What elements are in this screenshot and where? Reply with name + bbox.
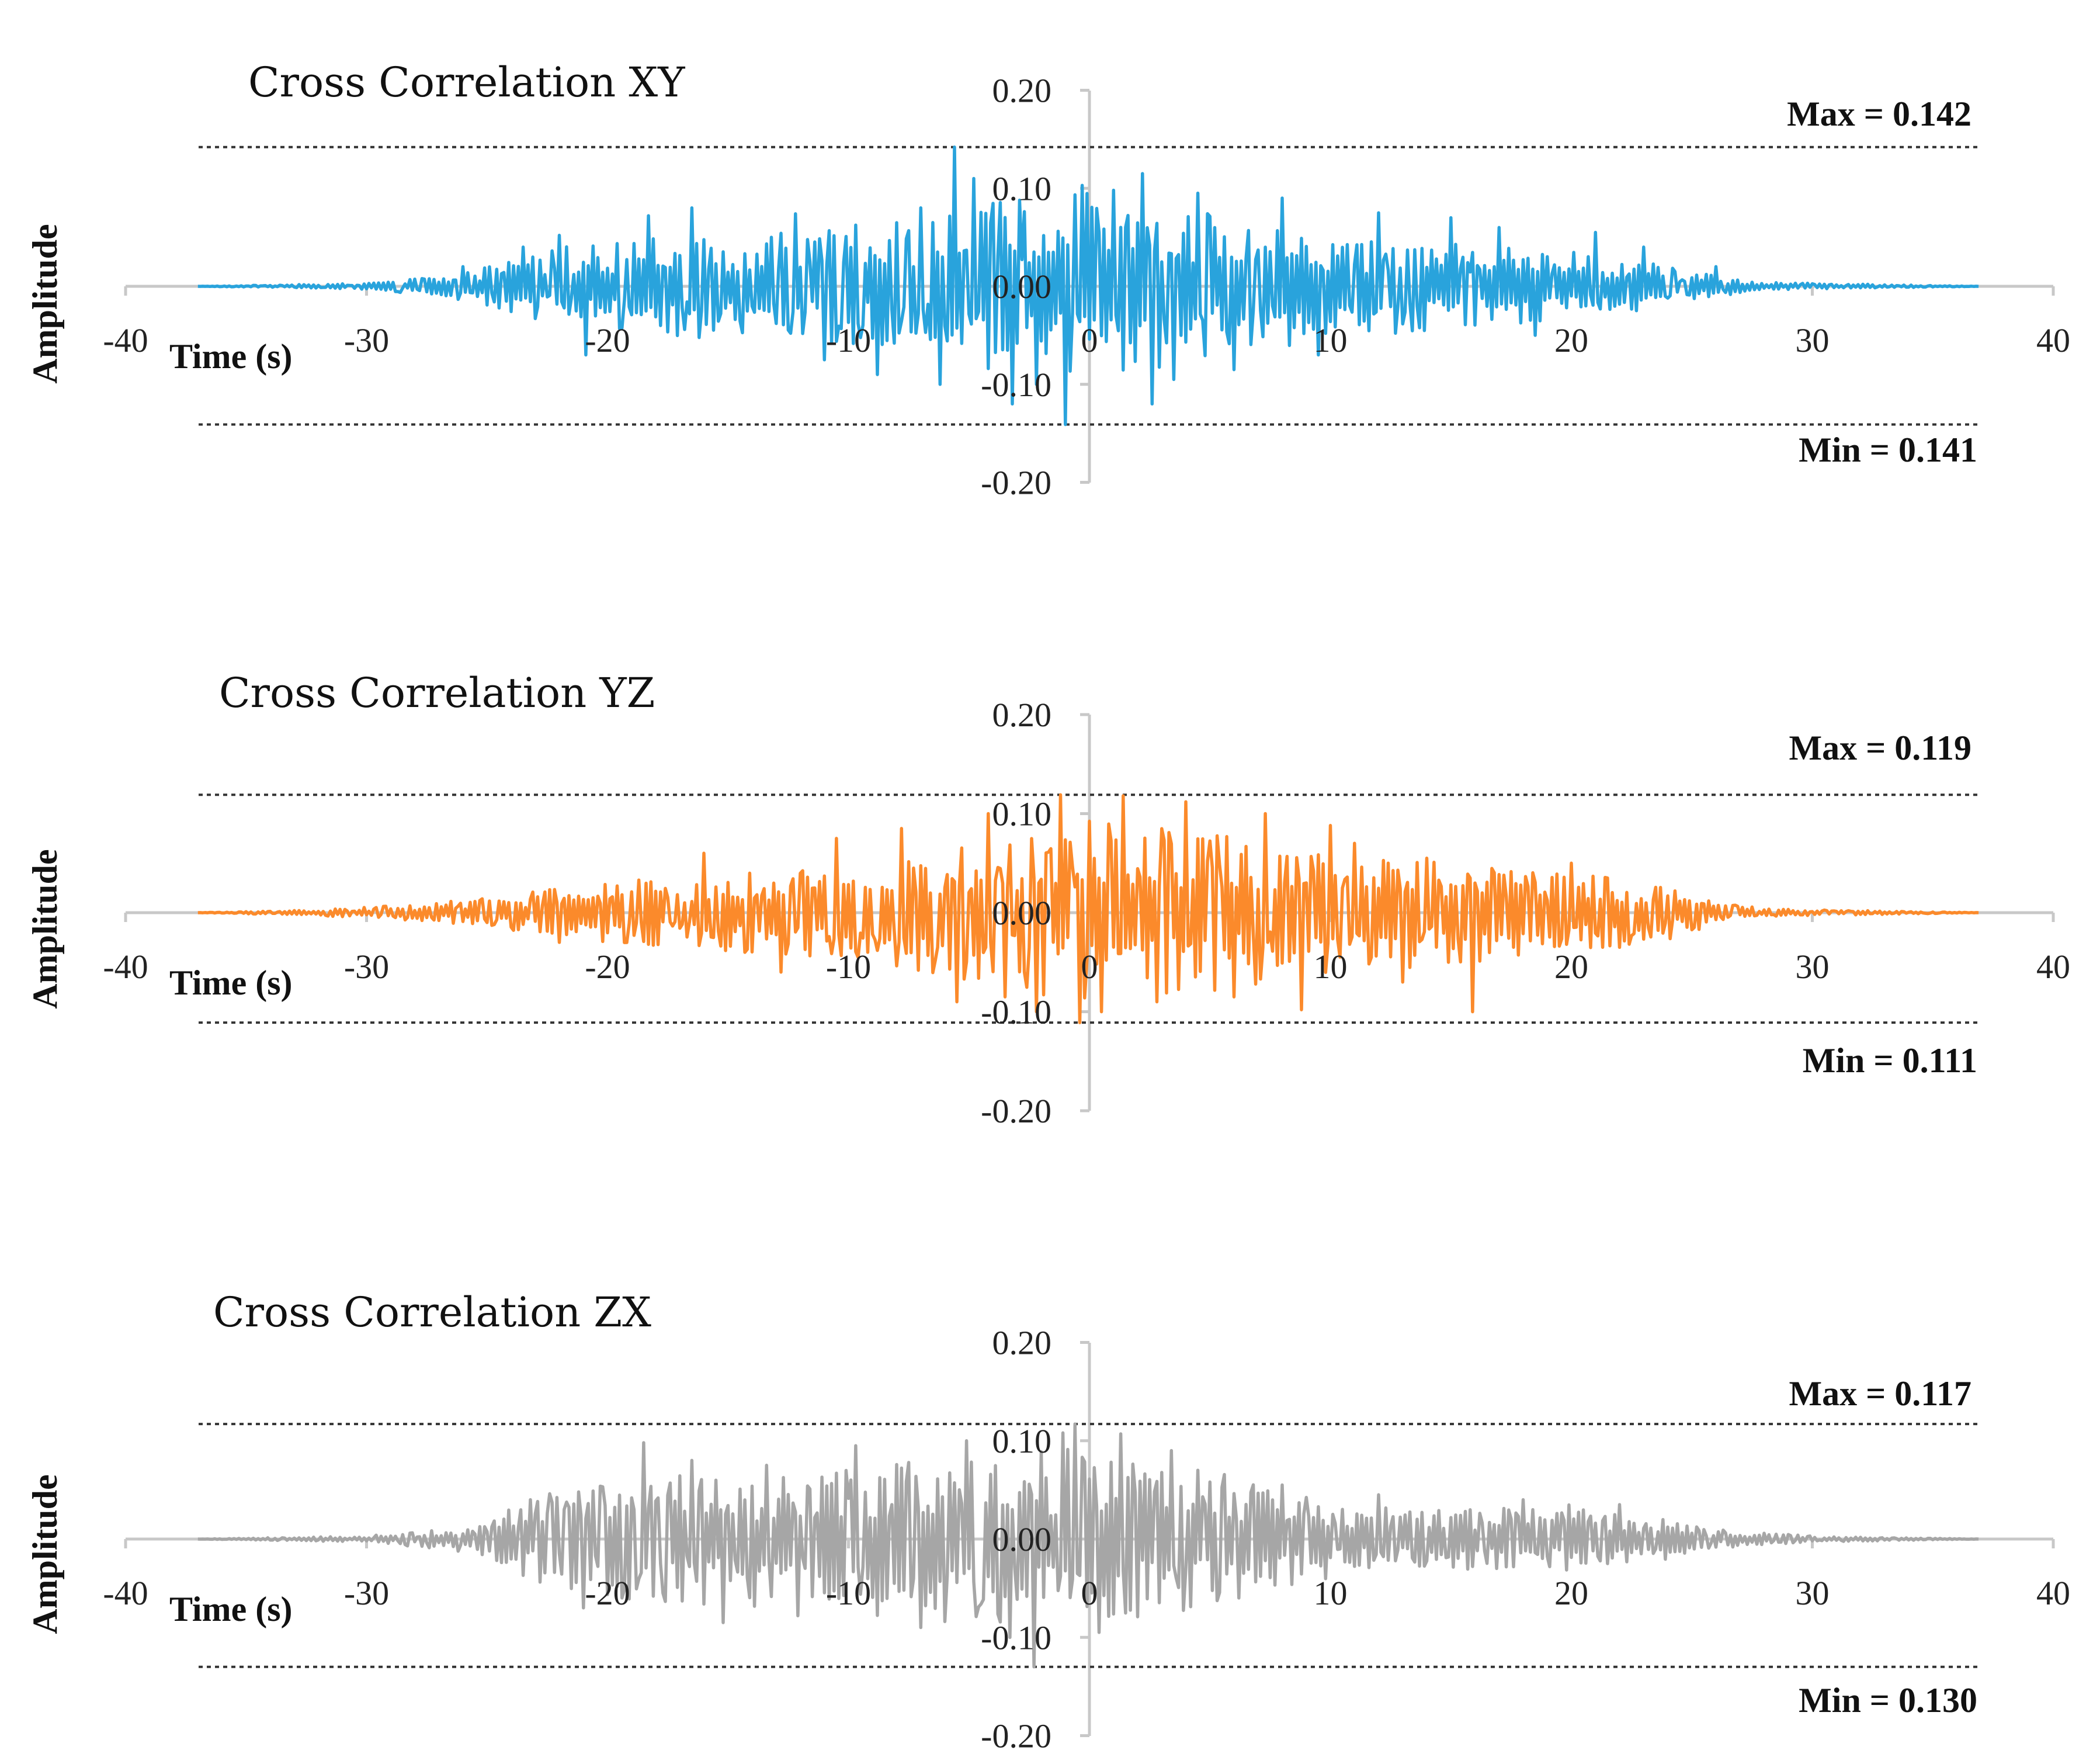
x-tick-label: 40 [2036, 1574, 2070, 1612]
x-tick-label: -20 [585, 1574, 630, 1612]
x-tick-label: -40 [103, 1574, 148, 1612]
chart-panel-2: Cross Correlation YZ -40 -30 -20 -10 0 10 20 30 4… [26, 669, 2070, 1130]
x-tick-label: 20 [1554, 948, 1588, 986]
max-annotation: Max = 0.142 [1787, 95, 1971, 133]
y-tick-label: 0.20 [992, 72, 1052, 110]
x-tick-label: 0 [1081, 1574, 1098, 1612]
x-axis-label: Time (s) [169, 964, 293, 1002]
y-tick-label: 0.20 [992, 696, 1052, 734]
y-tick-label: 0.10 [992, 795, 1052, 833]
y-tick-label: 0.00 [992, 894, 1052, 932]
x-tick-label: 0 [1081, 948, 1098, 986]
y-tick-label: 0.00 [992, 1520, 1052, 1558]
x-tick-label: -10 [826, 948, 871, 986]
y-tick-label: 0.10 [992, 169, 1052, 207]
x-tick-label: 10 [1314, 1574, 1348, 1612]
x-tick-label: -40 [103, 321, 148, 359]
x-tick-label: 10 [1314, 948, 1348, 986]
x-tick-label: 20 [1554, 321, 1588, 359]
x-tick-label: 30 [1796, 948, 1830, 986]
x-axis-label: Time (s) [169, 337, 293, 376]
x-tick-label: -30 [344, 1574, 389, 1612]
series-line [197, 793, 1979, 1024]
min-annotation: Min = 0.141 [1799, 431, 1977, 469]
min-annotation: Min = 0.130 [1799, 1681, 1977, 1720]
min-annotation: Min = 0.111 [1803, 1041, 1977, 1080]
x-tick-label: 20 [1554, 1574, 1588, 1612]
x-tick-label: -10 [826, 321, 871, 359]
x-tick-label: -40 [103, 948, 148, 986]
x-tick-label: 0 [1081, 321, 1098, 359]
y-tick-label: -0.10 [981, 993, 1051, 1031]
y-tick-label: -0.20 [981, 464, 1051, 502]
x-tick-label: -10 [826, 1574, 871, 1612]
y-axis-label: Amplitude [26, 1474, 64, 1634]
y-tick-label: 0.00 [992, 268, 1052, 306]
x-tick-label: 40 [2036, 321, 2070, 359]
series-line [197, 1422, 1979, 1669]
x-tick-label: 10 [1314, 321, 1348, 359]
chart-title: Cross Correlation YZ [219, 669, 655, 717]
max-annotation: Max = 0.117 [1789, 1374, 1971, 1413]
chart-panel-1: Cross Correlation XY -40 -30 -20 -10 0 10 20 30 4… [26, 58, 2070, 502]
x-tick-label: -30 [344, 948, 389, 986]
chart-title: Cross Correlation XY [248, 58, 685, 106]
series-line [197, 145, 1979, 427]
y-tick-label: -0.20 [981, 1092, 1051, 1130]
y-axis-label: Amplitude [26, 849, 64, 1009]
max-annotation: Max = 0.119 [1789, 729, 1971, 767]
x-tick-label: 40 [2036, 948, 2070, 986]
chart-title: Cross Correlation ZX [213, 1288, 651, 1336]
y-tick-label: -0.10 [981, 366, 1051, 404]
y-tick-label: -0.10 [981, 1619, 1051, 1656]
x-tick-label: -20 [585, 321, 630, 359]
y-tick-label: -0.20 [981, 1717, 1051, 1755]
y-axis-label: Amplitude [26, 224, 64, 383]
x-tick-label: 30 [1796, 1574, 1830, 1612]
x-axis-label: Time (s) [169, 1590, 293, 1628]
x-tick-label: -30 [344, 321, 389, 359]
chart-panel-3: Cross Correlation ZX -40 -30 -20 -10 0 10 20 30 4… [26, 1288, 2070, 1755]
x-tick-label: -20 [585, 948, 630, 986]
x-tick-label: 30 [1796, 321, 1830, 359]
y-tick-label: 0.20 [992, 1324, 1052, 1362]
y-tick-label: 0.10 [992, 1422, 1052, 1460]
